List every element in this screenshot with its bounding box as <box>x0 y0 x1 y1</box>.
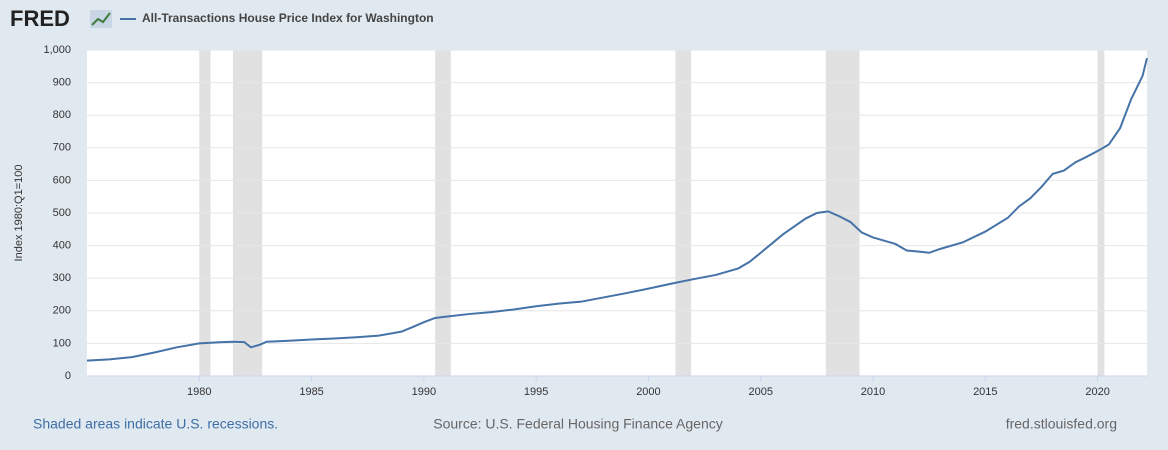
x-tick-label: 2020 <box>1085 386 1109 398</box>
y-tick-label: 500 <box>53 207 71 219</box>
y-tick-label: 200 <box>53 305 71 317</box>
y-tick-label: 1,000 <box>43 44 71 56</box>
y-tick-label: 700 <box>53 142 71 154</box>
logo: FRED <box>10 6 70 31</box>
x-tick-label: 2005 <box>748 386 772 398</box>
legend-label: All-Transactions House Price Index for W… <box>142 11 434 25</box>
y-tick-label: 300 <box>53 272 71 284</box>
series-line <box>86 57 1148 362</box>
y-axis-label: Index 1980:Q1=100 <box>13 165 25 262</box>
recession-note: Shaded areas indicate U.S. recessions. <box>33 416 278 432</box>
x-tick-label: 2015 <box>973 386 997 398</box>
x-tick-label: 1995 <box>524 386 548 398</box>
x-tick-label: 2000 <box>636 386 660 398</box>
source: Source: U.S. Federal Housing Finance Age… <box>433 416 723 432</box>
x-tick-label: 1980 <box>187 386 211 398</box>
y-tick-label: 0 <box>65 370 71 382</box>
x-tick-label: 2010 <box>861 386 885 398</box>
y-tick-label: 100 <box>53 337 71 349</box>
y-tick-label: 400 <box>53 240 71 252</box>
y-tick-label: 900 <box>53 77 71 89</box>
logo-icon <box>90 10 112 28</box>
y-tick-label: 600 <box>53 174 71 186</box>
site: fred.stlouisfed.org <box>1006 416 1117 432</box>
y-tick-label: 800 <box>53 109 71 121</box>
x-tick-label: 1985 <box>299 386 323 398</box>
x-tick-label: 1990 <box>412 386 436 398</box>
